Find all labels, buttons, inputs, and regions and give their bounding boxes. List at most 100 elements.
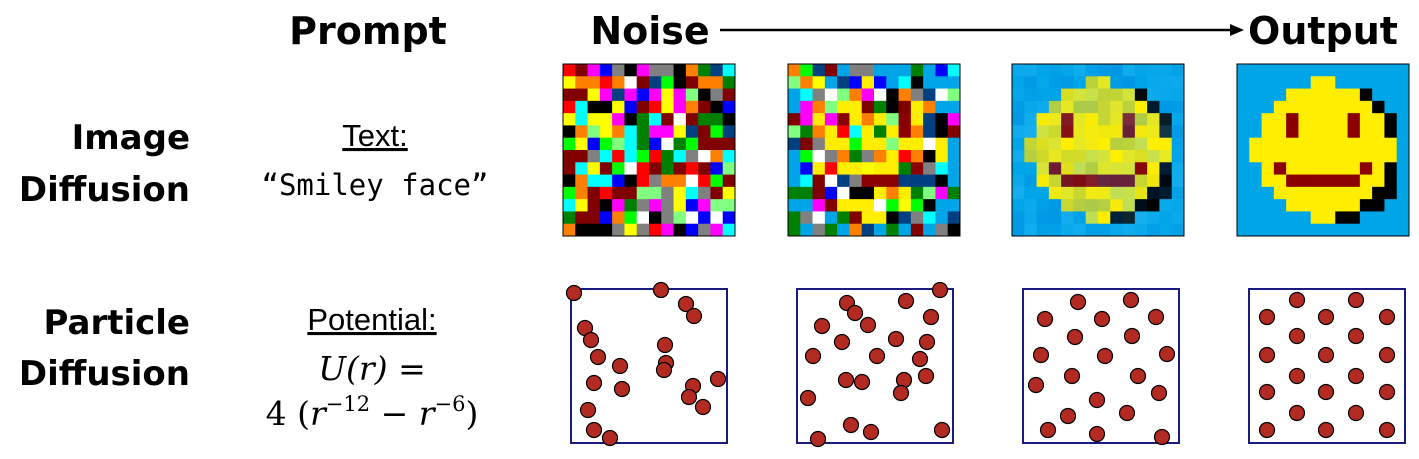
pixel [624,223,638,237]
pixel [673,162,687,176]
pixel [1134,199,1148,212]
particle [1147,308,1165,326]
pixel [575,113,589,126]
pixel [1396,88,1410,102]
pixel [1085,88,1099,102]
pixel [575,223,589,237]
pixel [935,64,949,77]
pixel [1122,211,1136,225]
pixel [587,113,601,126]
pixel [1122,125,1136,139]
pixel [1110,76,1124,90]
particle [918,333,936,351]
pixel [587,162,601,176]
pixel [649,137,662,151]
pixel [1024,100,1038,114]
pixel [1073,186,1087,200]
pixel [1335,150,1349,163]
pixel [599,64,613,77]
pixel [1024,88,1038,102]
pixel [910,125,924,139]
pixel [947,174,961,188]
pixel [1159,199,1173,212]
pixel [1061,137,1074,151]
pixel [947,88,961,102]
pixel [1359,174,1373,188]
pixel [1298,162,1312,176]
pixel [1147,113,1160,126]
pixel [1085,100,1099,114]
pixel [1396,137,1410,151]
pixel [849,88,863,102]
pixel [1323,186,1336,200]
particle [613,380,631,398]
pixel [624,113,638,126]
pixel [612,223,625,237]
particle [1378,383,1396,401]
pixel [685,150,699,163]
pixel [923,76,936,90]
pixel [1347,174,1361,188]
pixel [1122,76,1136,90]
pixel [874,88,887,102]
pixel [1310,64,1324,77]
particle [589,348,607,366]
pixel [1073,223,1087,237]
particle [652,281,670,299]
particle [833,333,851,351]
pixel [1036,100,1050,114]
pixel [636,125,650,139]
pixel [1298,211,1312,225]
pixel [837,100,850,114]
pixel [923,223,936,237]
pixel [1347,150,1361,163]
pixel [685,186,699,200]
pixel [661,150,675,163]
pixel [824,64,838,77]
pixel [898,211,912,225]
pixel [1159,162,1173,176]
pixel [861,186,875,200]
pixel [661,125,675,139]
pixel [1098,100,1111,114]
pixel [1147,125,1160,139]
pixel [1134,64,1148,77]
pixel [1036,137,1050,151]
pixel [649,113,662,126]
artwork [562,63,1410,448]
pixel [1384,150,1398,163]
pixel [649,199,662,212]
pixel [1171,64,1185,77]
pixel [563,162,576,176]
pixel [1237,211,1250,225]
pixel [1171,174,1185,188]
pixel [874,223,887,237]
pixel [1384,211,1398,225]
pixel [661,113,675,126]
pixel [1122,162,1136,176]
pixel [587,223,601,237]
pixel [563,186,576,200]
pixel [898,174,912,188]
pixel [1012,150,1025,163]
pixel [710,76,724,90]
pixel [685,100,699,114]
pixel [575,186,589,200]
pixel [1122,113,1136,126]
pixel [886,76,900,90]
pixel [1159,76,1173,90]
pixel [612,199,625,212]
pixel [935,76,949,90]
formula-line: 4 (r−12 − r−6) [266,392,479,433]
pixel [636,199,650,212]
pixel [1048,162,1062,176]
pixel [1098,223,1111,237]
pixel [1147,137,1160,151]
pixel [898,162,912,176]
pixel [1171,223,1185,237]
pixel [1273,199,1287,212]
pixel [923,211,936,225]
pixel [1372,174,1385,188]
pixel [1359,211,1373,225]
particle [813,317,831,335]
